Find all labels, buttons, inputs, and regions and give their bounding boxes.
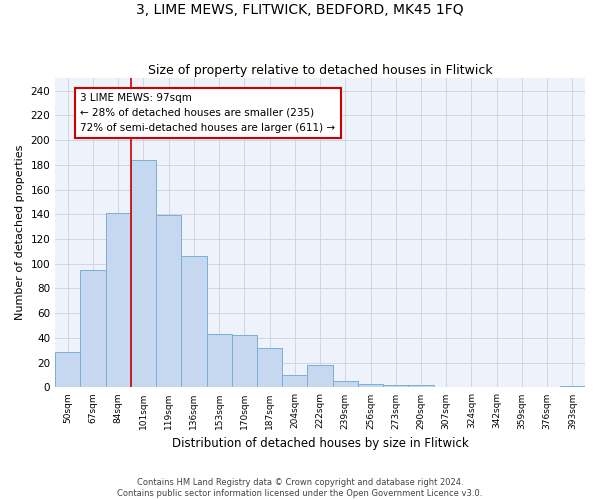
- Text: 3, LIME MEWS, FLITWICK, BEDFORD, MK45 1FQ: 3, LIME MEWS, FLITWICK, BEDFORD, MK45 1F…: [136, 2, 464, 16]
- Bar: [156, 216, 181, 388]
- Bar: [358, 384, 383, 388]
- Y-axis label: Number of detached properties: Number of detached properties: [15, 145, 25, 320]
- Bar: [232, 336, 257, 388]
- Text: 3 LIME MEWS: 97sqm
← 28% of detached houses are smaller (235)
72% of semi-detach: 3 LIME MEWS: 97sqm ← 28% of detached hou…: [80, 93, 335, 132]
- Text: Contains HM Land Registry data © Crown copyright and database right 2024.
Contai: Contains HM Land Registry data © Crown c…: [118, 478, 482, 498]
- Bar: [307, 365, 332, 388]
- Bar: [560, 386, 585, 388]
- Bar: [206, 334, 232, 388]
- Bar: [80, 270, 106, 388]
- Bar: [383, 385, 409, 388]
- Bar: [106, 213, 131, 388]
- Title: Size of property relative to detached houses in Flitwick: Size of property relative to detached ho…: [148, 64, 493, 77]
- Bar: [55, 352, 80, 388]
- Bar: [332, 381, 358, 388]
- Bar: [181, 256, 206, 388]
- Bar: [282, 375, 307, 388]
- Bar: [131, 160, 156, 388]
- Bar: [257, 348, 282, 388]
- X-axis label: Distribution of detached houses by size in Flitwick: Distribution of detached houses by size …: [172, 437, 469, 450]
- Bar: [409, 385, 434, 388]
